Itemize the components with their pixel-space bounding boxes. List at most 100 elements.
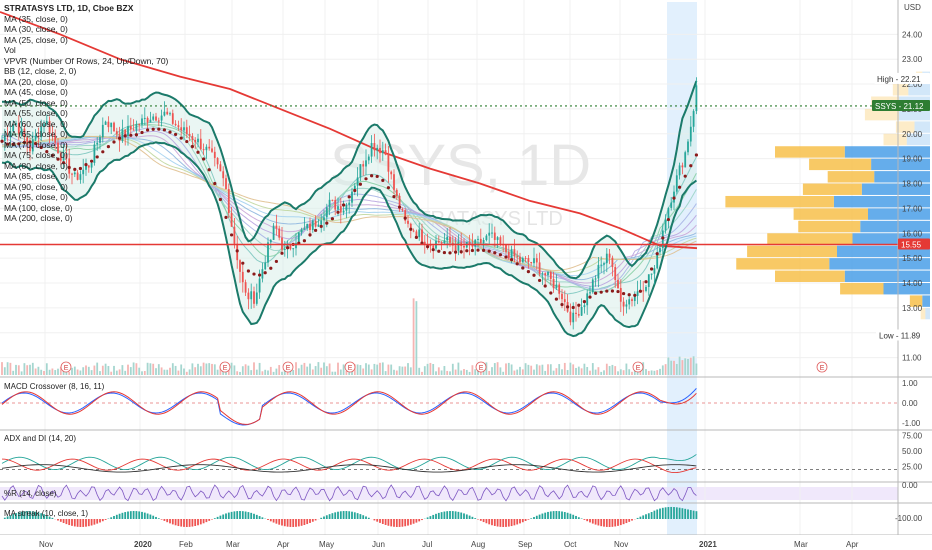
legend-item[interactable]: MA (100, close, 0) [4,202,73,213]
volume-bar [636,370,639,375]
volume-bar [591,363,594,375]
legend-item[interactable]: MA (95, close, 0) [4,192,68,202]
legend-item[interactable]: MA (60, close, 0) [4,118,68,129]
ma-streak-bar [479,519,482,521]
legend-item[interactable]: MA (35, close, 0) [4,13,68,24]
ma-streak-bar [337,511,339,519]
candle-body [101,124,104,138]
volume-bar [314,366,317,375]
legend-item[interactable]: MA (25, close, 0) [4,34,68,45]
ma-streak-bar [687,509,689,519]
ma-streak-bar [29,511,31,519]
volume-bar [157,364,160,375]
volume-bar [6,362,9,375]
candle-body [107,121,110,128]
volume-bar [569,362,572,375]
ma-streak-bar [300,519,303,526]
legend-item[interactable]: VPVR (Number Of Rows, 24, Up/Down, 70) [4,55,169,66]
volume-bar [188,369,191,375]
sar-dot [39,145,43,150]
ma-streak-bar [323,516,325,519]
ma-streak-bar [675,507,678,519]
sar-dot [638,289,643,293]
ma-streak-bar [188,519,191,527]
legend-item[interactable]: MA (55, close, 0) [4,108,68,118]
sar-dot [347,195,351,199]
legend-item[interactable]: MA (80, close, 0) [4,160,68,171]
candle-body [446,236,449,241]
ma-streak-bar [250,512,253,519]
ma-streak-bar [93,519,96,525]
ma-streak-bar [171,519,174,525]
sar-dot [50,153,55,158]
volume-bar [160,367,163,375]
sar-dot [644,280,648,284]
candle-body [538,262,541,274]
candle-body [365,160,367,167]
candle-body [600,264,603,266]
legend-item[interactable]: MA (200, close, 0) [4,213,73,223]
candle-body [239,260,241,272]
volume-bar [71,367,73,375]
sar-dot [370,174,374,178]
volume-bar [185,371,188,375]
volume-bar [163,369,166,375]
volume-profile-up-bar [747,245,837,258]
legend-item[interactable]: MA (30, close, 0) [4,24,68,34]
sar-dot [112,140,116,144]
sar-dot [594,291,598,295]
volume-bar [513,370,516,375]
sar-dot [381,178,385,182]
sar-dot [73,167,77,172]
ma-streak-bar [275,519,278,524]
volume-bar [608,366,611,375]
legend-item[interactable]: MA (75, close, 0) [4,150,68,160]
legend-item[interactable]: Vol [4,45,16,55]
sar-dot [521,266,525,270]
ma-streak-bar [236,511,239,519]
candle-body [244,282,247,293]
volume-bar [20,371,23,375]
sar-dot [487,249,491,253]
volume-bar [258,362,261,375]
volume-bar [15,364,17,375]
volume-bar [678,356,681,375]
candle-body [633,295,636,302]
legend-item[interactable]: MA (20, close, 0) [4,76,68,87]
volume-profile-down-bar [874,171,930,183]
sar-dot [56,157,60,161]
ma-streak-bar [99,519,101,523]
ma-streak-bar [79,519,82,527]
earnings-label: E [348,365,353,372]
volume-bar [468,371,471,375]
candle-body [320,220,323,225]
legend-item[interactable]: MA (70, close, 0) [4,139,68,150]
legend-item[interactable]: MA (50, close, 0) [4,97,68,108]
volume-bar [107,365,110,375]
ma-streak-bar [267,519,269,521]
volume-bar [253,362,255,375]
sar-dot [22,140,26,145]
percent-r-pane-title: %R (14, close) [4,489,57,498]
ma-streak-tick-label: -100.00 [895,514,923,523]
sar-dot [577,303,581,307]
volume-bar [454,369,457,375]
volume-bar [684,358,687,375]
ma-streak-bar [194,519,197,527]
ma-streak-bar [440,512,443,519]
legend-item[interactable]: MA (90, close, 0) [4,181,68,192]
sar-dot [605,289,609,293]
volume-bar [191,363,194,375]
volume-bar [244,364,247,375]
legend-item[interactable]: MA (85, close, 0) [4,171,68,181]
legend-item[interactable]: MA (65, close, 0) [4,129,68,139]
volume-profile-up-bar [895,121,915,133]
ma-streak-bar [59,519,62,522]
candle-body [457,242,460,251]
legend-item[interactable]: BB (12, close, 2, 0) [4,66,77,76]
candle-body [65,154,68,159]
time-tick-label: Oct [564,540,577,549]
legend-item[interactable]: MA (45, close, 0) [4,87,68,97]
ma-streak-bar [485,519,488,524]
